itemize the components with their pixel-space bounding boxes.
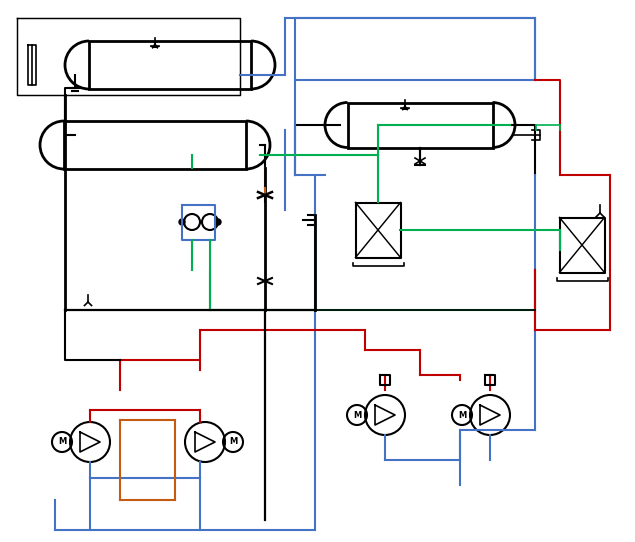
Text: M: M <box>58 437 66 447</box>
Bar <box>347 102 493 147</box>
Text: M: M <box>229 437 237 447</box>
Bar <box>64 121 246 169</box>
Bar <box>89 41 251 89</box>
Circle shape <box>179 219 185 225</box>
Circle shape <box>215 219 221 225</box>
Text: M: M <box>458 410 466 420</box>
Text: M: M <box>353 410 361 420</box>
